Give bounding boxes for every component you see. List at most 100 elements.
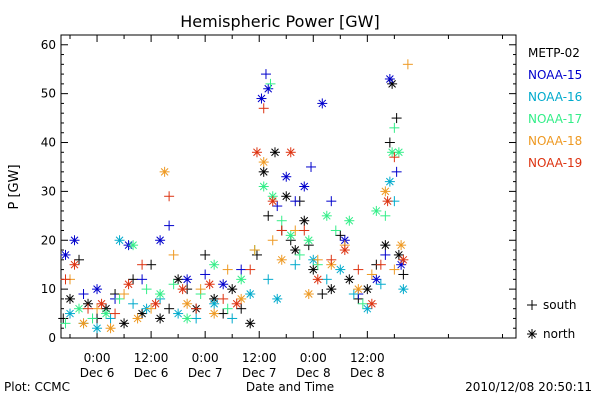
symbol-legend-star-icon bbox=[527, 329, 537, 339]
data-point-south bbox=[317, 289, 328, 300]
data-point-north bbox=[65, 308, 76, 319]
marker-stroke bbox=[300, 182, 309, 191]
marker-stroke bbox=[383, 197, 392, 206]
data-point-south bbox=[128, 274, 139, 285]
data-point-north bbox=[276, 254, 287, 265]
marker-stroke bbox=[291, 246, 300, 254]
marker-stroke bbox=[156, 314, 164, 323]
data-point-south bbox=[222, 303, 233, 314]
data-point-south bbox=[335, 230, 346, 241]
data-point-north bbox=[182, 274, 193, 285]
y-tick-label: 60 bbox=[41, 38, 56, 52]
marker-stroke bbox=[386, 75, 394, 83]
data-point-south bbox=[267, 235, 278, 246]
data-point-south bbox=[114, 293, 125, 304]
marker-stroke bbox=[381, 187, 390, 196]
marker-stroke bbox=[322, 211, 331, 220]
marker-stroke bbox=[345, 275, 354, 284]
data-point-south bbox=[110, 308, 121, 319]
marker-stroke bbox=[259, 182, 268, 191]
marker-stroke bbox=[174, 275, 182, 284]
marker-stroke bbox=[174, 309, 182, 318]
marker-stroke bbox=[102, 309, 110, 318]
data-point-north bbox=[173, 274, 184, 285]
marker-stroke bbox=[259, 167, 268, 176]
data-point-south bbox=[294, 249, 305, 260]
data-point-south bbox=[236, 303, 247, 314]
data-point-south bbox=[391, 113, 402, 124]
data-point-south bbox=[402, 59, 413, 70]
marker-stroke bbox=[246, 290, 255, 298]
marker-stroke bbox=[61, 251, 70, 259]
data-point-north bbox=[303, 289, 314, 300]
data-point-north bbox=[380, 186, 391, 197]
marker-stroke bbox=[97, 299, 106, 308]
data-point-south bbox=[272, 201, 283, 212]
data-point-south bbox=[245, 264, 256, 275]
marker-stroke bbox=[388, 148, 396, 157]
data-points bbox=[58, 59, 413, 334]
data-point-south bbox=[384, 137, 395, 148]
data-point-north bbox=[60, 249, 71, 260]
data-point-south bbox=[366, 269, 377, 280]
data-point-north bbox=[155, 289, 166, 300]
data-point-south bbox=[353, 264, 364, 275]
data-point-south bbox=[87, 313, 98, 324]
data-point-north bbox=[312, 274, 323, 285]
legend-entry: NOAA-18 bbox=[528, 134, 582, 148]
data-point-north bbox=[299, 181, 310, 192]
data-point-north bbox=[263, 83, 274, 94]
marker-stroke bbox=[336, 265, 345, 274]
symbol-legend: south north bbox=[527, 298, 577, 341]
data-point-north bbox=[267, 196, 278, 207]
x-tick-date: Dec 8 bbox=[350, 366, 385, 380]
data-point-north bbox=[101, 308, 112, 319]
data-point-south bbox=[249, 245, 260, 256]
data-point-north bbox=[384, 176, 395, 187]
data-point-south bbox=[391, 166, 402, 177]
data-point-north bbox=[231, 298, 242, 309]
marker-stroke bbox=[228, 285, 237, 293]
data-point-north bbox=[371, 205, 382, 216]
data-point-north bbox=[96, 298, 107, 309]
data-point-north bbox=[362, 303, 373, 314]
data-point-south bbox=[200, 249, 211, 260]
data-point-south bbox=[265, 78, 276, 89]
chart-title: Hemispheric Power [GW] bbox=[180, 12, 379, 31]
marker-stroke bbox=[340, 246, 349, 254]
marker-stroke bbox=[397, 241, 405, 249]
data-point-south bbox=[290, 259, 301, 270]
data-point-south bbox=[263, 274, 274, 285]
y-tick-label: 40 bbox=[41, 136, 56, 150]
marker-stroke bbox=[528, 330, 536, 338]
marker-stroke bbox=[304, 290, 313, 298]
marker-stroke bbox=[210, 299, 219, 308]
data-point-south bbox=[326, 196, 337, 207]
data-point-north bbox=[218, 279, 229, 290]
data-point-north bbox=[285, 230, 296, 241]
data-point-south bbox=[60, 318, 71, 329]
marker-stroke bbox=[386, 177, 394, 186]
x-tick-time: 0:00 bbox=[300, 351, 327, 365]
marker-stroke bbox=[273, 295, 282, 303]
marker-stroke bbox=[372, 207, 381, 215]
data-point-north bbox=[209, 298, 220, 309]
data-point-north bbox=[317, 98, 328, 109]
data-point-south bbox=[105, 313, 116, 324]
data-point-north bbox=[177, 284, 188, 295]
marker-stroke bbox=[124, 280, 133, 289]
data-point-south bbox=[146, 259, 157, 270]
data-point-north bbox=[396, 240, 407, 251]
legend-entry: NOAA-19 bbox=[528, 156, 582, 170]
marker-stroke bbox=[304, 236, 313, 245]
data-point-north bbox=[308, 264, 319, 275]
data-point-north bbox=[227, 284, 238, 295]
footer-plot-credit: Plot: CCMC bbox=[4, 380, 70, 394]
data-point-north bbox=[321, 210, 332, 221]
data-point-south bbox=[290, 225, 301, 236]
data-point-south bbox=[348, 289, 359, 300]
marker-stroke bbox=[70, 236, 79, 245]
data-point-south bbox=[164, 191, 175, 202]
data-point-south bbox=[222, 264, 233, 275]
